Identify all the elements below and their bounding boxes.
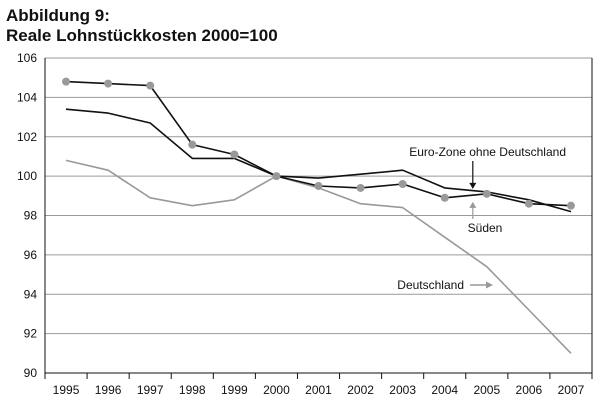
y-tick-label: 96 [24,248,38,262]
data-point [440,193,449,202]
data-point [188,140,197,149]
x-tick-label: 2002 [347,383,374,397]
annotation-euro-zone: Euro-Zone ohne Deutschland [409,145,566,159]
y-tick-label: 98 [24,209,38,223]
data-point [314,181,323,190]
data-point [272,172,281,181]
data-point [566,201,575,210]
x-tick-label: 2006 [516,383,543,397]
x-tick-label: 2000 [263,383,290,397]
annotation-arrowhead-deutschland [486,281,493,289]
data-point [398,180,407,188]
y-tick-label: 106 [17,51,37,65]
data-point [524,199,533,208]
y-tick-label: 104 [17,90,37,104]
annotation-deutschland: Deutschland [397,278,464,292]
data-point [482,189,491,198]
x-tick-label: 2007 [558,383,585,397]
data-point [356,183,365,192]
x-tick-label: 1996 [95,383,122,397]
data-point [230,150,239,159]
annotation-arrowhead-euro-zone [469,182,477,189]
y-tick-label: 100 [17,169,37,183]
x-tick-label: 2001 [305,383,332,397]
x-tick-label: 2004 [431,383,458,397]
annotation-sueden: Süden [468,221,503,235]
x-tick-label: 1998 [179,383,206,397]
data-point [62,77,71,86]
data-point [104,79,113,88]
x-tick-label: 1995 [53,383,80,397]
chart-subtitle: Reale Lohnstückkosten 2000=100 [6,26,278,45]
chart-title: Abbildung 9: [6,6,110,25]
y-tick-label: 94 [24,287,38,301]
y-tick-label: 90 [24,366,38,380]
data-point [146,81,155,90]
y-tick-label: 102 [17,130,37,144]
x-tick-label: 2005 [473,383,500,397]
x-tick-label: 1999 [221,383,248,397]
x-tick-label: 1997 [137,383,164,397]
y-tick-label: 92 [24,327,38,341]
annotation-arrowhead-sueden [469,201,477,208]
x-tick-label: 2003 [389,383,416,397]
